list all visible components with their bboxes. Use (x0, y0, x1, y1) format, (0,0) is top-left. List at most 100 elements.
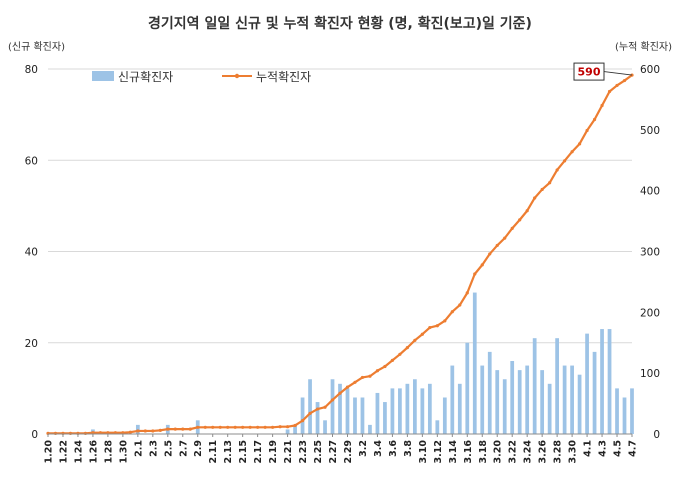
bar-new-cases-2.27 (330, 379, 335, 434)
bar-new-cases-3.22 (510, 361, 515, 434)
right-axis-ticks: 0 100 200 300 400 500 600 (640, 64, 660, 441)
point-cumulative-2.9 (196, 425, 200, 429)
bar-new-cases-3.20 (495, 370, 500, 434)
point-cumulative-3.19 (488, 252, 492, 256)
x-tick-label: 2.9 (193, 440, 204, 457)
point-cumulative-2.22 (293, 423, 297, 428)
bar-new-cases-2.29 (345, 388, 350, 434)
bar-new-cases-4.4 (607, 329, 612, 434)
point-cumulative-3.13 (443, 319, 447, 323)
x-tick-label: 3.28 (553, 440, 564, 464)
legend-marker-cumulative (234, 73, 240, 79)
x-tick-label: 3.22 (508, 440, 519, 463)
x-tick-label: 1.20 (44, 440, 55, 464)
bar-new-cases-3.12 (435, 420, 440, 434)
bar-new-cases-3.16 (465, 342, 470, 434)
left-tick-label: 40 (25, 247, 38, 259)
point-cumulative-3.27 (548, 181, 552, 185)
point-cumulative-2.21 (285, 425, 290, 429)
bar-new-cases-4.1 (585, 333, 589, 434)
bar-new-cases-4.7 (630, 388, 634, 434)
left-axis-ticks: 0 20 40 60 80 (25, 64, 38, 441)
legend-label-new-cases: 신규확진자 (118, 70, 173, 84)
point-cumulative-2.18 (263, 425, 267, 429)
bar-new-cases-3.30 (570, 365, 574, 434)
x-tick-label: 3.4 (373, 440, 384, 457)
right-tick-label: 200 (640, 307, 660, 319)
bar-new-cases-3.10 (420, 388, 425, 434)
x-tick-label: 2.11 (208, 440, 219, 463)
point-cumulative-3.28 (555, 168, 559, 172)
left-tick-label: 0 (31, 429, 38, 441)
point-cumulative-3.23 (518, 218, 522, 222)
bar-new-cases-3.31 (577, 374, 582, 434)
bar-new-cases-3.26 (540, 370, 545, 434)
point-cumulative-4.4 (607, 89, 612, 94)
point-cumulative-3.22 (510, 226, 514, 230)
left-tick-label: 80 (25, 64, 38, 76)
x-tick-label: 3.12 (433, 440, 444, 463)
point-cumulative-2.23 (300, 419, 305, 423)
x-tick-label: 2.15 (238, 440, 249, 463)
point-cumulative-3.24 (525, 209, 529, 213)
legend-swatch-new-cases (92, 71, 114, 81)
bar-new-cases-3.24 (525, 365, 530, 434)
x-axis-ticks: 1.20 1.22 1.24 1.26 1.28 1.30 2.1 2.3 2.5 2.7 2.9 2… (44, 434, 639, 463)
bar-new-cases-3.14 (450, 365, 455, 434)
point-cumulative-2.27 (330, 398, 335, 402)
right-tick-label: 500 (640, 125, 660, 137)
final-value-callout: 590 (573, 62, 633, 81)
point-cumulative-4.3 (600, 103, 604, 108)
bar-new-cases-3.7 (398, 388, 402, 434)
bar-series (91, 292, 634, 434)
bar-new-cases-2.22 (293, 424, 297, 434)
point-cumulative-2.5 (166, 427, 170, 431)
point-cumulative-4.6 (622, 78, 627, 83)
point-cumulative-2.14 (233, 425, 237, 429)
point-cumulative-3.17 (473, 272, 477, 276)
bar-new-cases-2.24 (308, 379, 312, 434)
x-tick-label: 4.3 (598, 440, 609, 457)
point-cumulative-3.5 (383, 364, 387, 369)
point-cumulative-2.7 (181, 427, 185, 431)
callout-leader-line (603, 71, 633, 76)
point-cumulative-2.15 (241, 425, 245, 429)
bar-new-cases-2.28 (338, 383, 342, 434)
bar-new-cases-3.15 (457, 383, 462, 434)
x-tick-label: 4.5 (613, 440, 624, 457)
right-tick-label: 400 (640, 186, 660, 198)
x-tick-label: 2.13 (223, 440, 234, 463)
point-cumulative-2.2 (143, 429, 147, 433)
bar-new-cases-3.11 (427, 383, 432, 434)
bar-new-cases-3.2 (360, 397, 365, 434)
bar-new-cases-4.2 (592, 351, 597, 434)
point-cumulative-3.8 (405, 346, 409, 350)
point-cumulative-2.25 (315, 407, 320, 411)
x-tick-label: 3.20 (493, 440, 504, 464)
point-cumulative-3.7 (398, 352, 402, 356)
bar-new-cases-2.26 (323, 420, 327, 434)
callout-label: 590 (578, 66, 601, 79)
point-cumulative-3.30 (570, 150, 574, 154)
x-tick-label: 2.29 (343, 440, 354, 463)
legend-label-cumulative: 누적확진자 (256, 70, 311, 84)
point-cumulative-3.15 (458, 303, 462, 307)
point-cumulative-3.4 (375, 369, 380, 373)
point-cumulative-3.11 (428, 325, 432, 330)
point-cumulative-4.2 (592, 117, 597, 122)
point-cumulative-3.26 (540, 187, 544, 192)
bar-new-cases-3.1 (353, 397, 357, 434)
point-cumulative-3.6 (390, 358, 395, 362)
bar-new-cases-4.3 (600, 329, 604, 434)
point-cumulative-1.23 (68, 431, 73, 435)
point-cumulative-2.24 (308, 411, 312, 415)
x-tick-label: 3.24 (523, 440, 534, 464)
x-tick-label: 3.10 (418, 440, 429, 464)
point-cumulative-2.10 (203, 425, 207, 429)
point-cumulative-2.28 (338, 391, 342, 395)
point-cumulative-2.19 (271, 425, 275, 429)
point-cumulative-3.20 (495, 243, 499, 248)
bar-new-cases-3.21 (502, 379, 507, 434)
left-tick-label: 20 (25, 338, 38, 350)
